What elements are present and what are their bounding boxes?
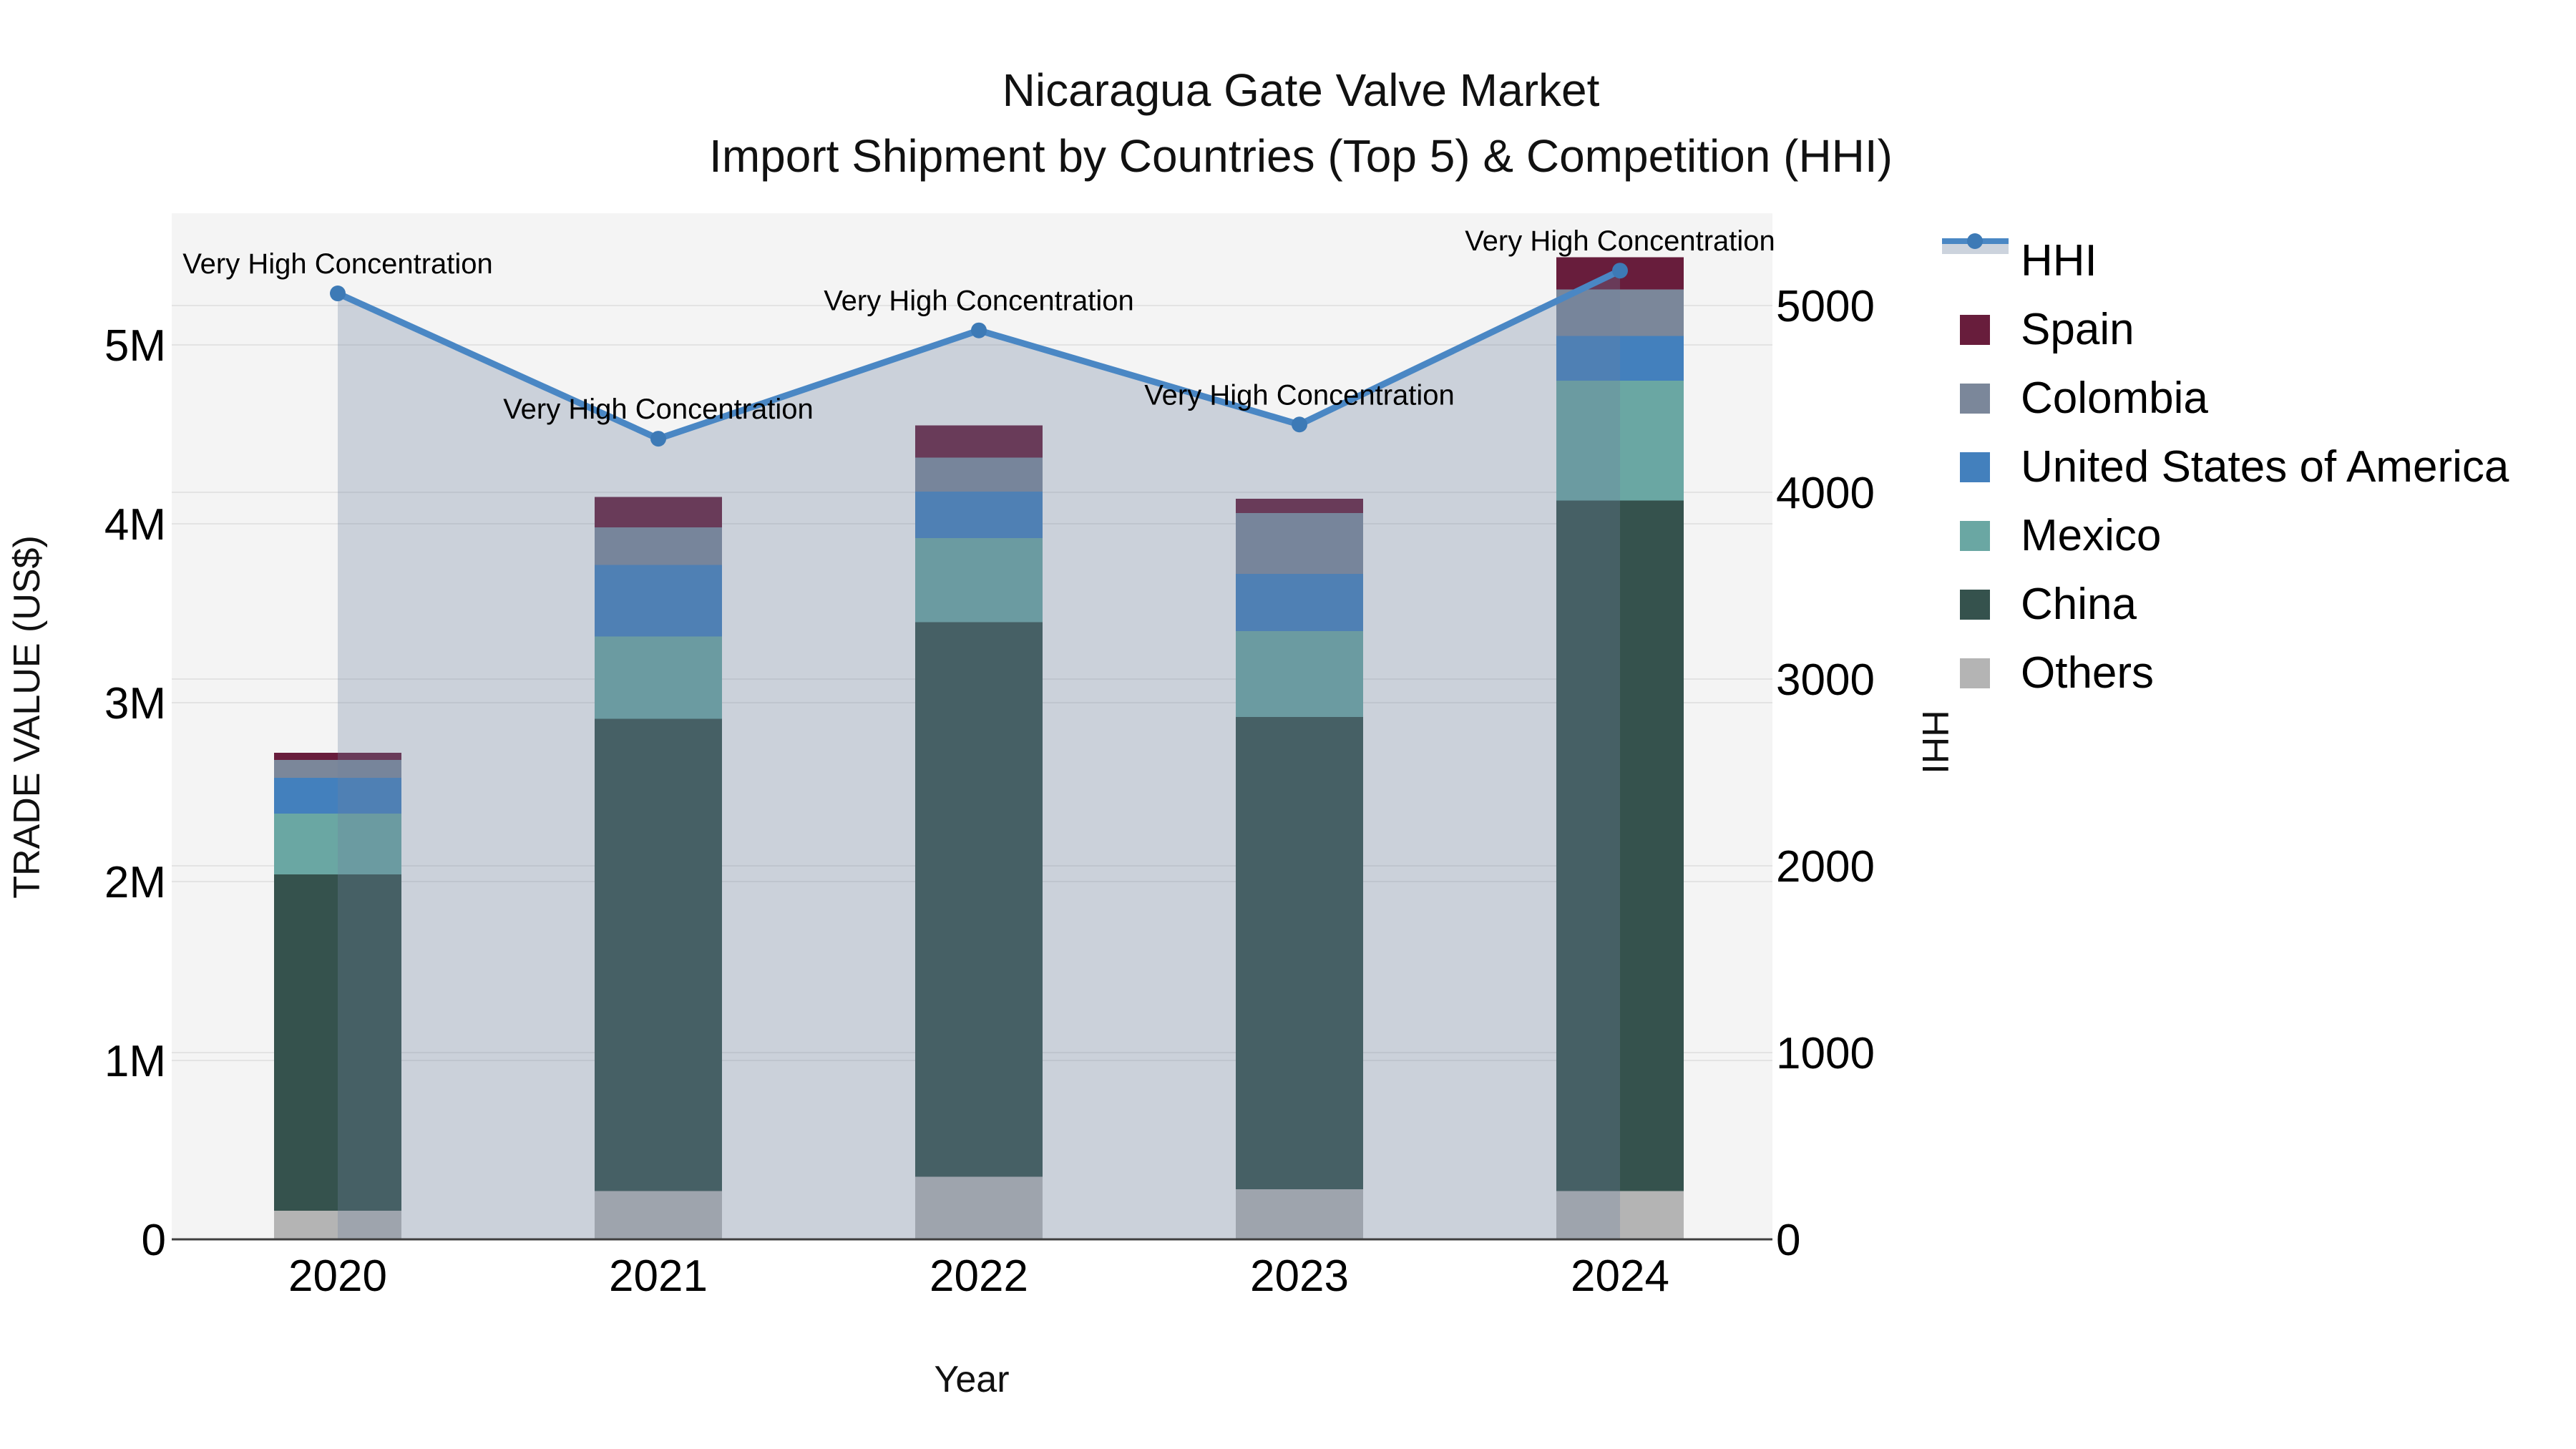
x-tick-2022: 2022 (930, 1252, 1028, 1301)
annotation-2021: Very High Concentration (503, 394, 814, 425)
legend-label: HHI (2021, 236, 2097, 286)
bar-segment-spain-2020 (274, 753, 401, 760)
bar-segment-united-states-of-america-2024 (1556, 336, 1684, 381)
right-tick-4000: 4000 (1776, 469, 1875, 518)
bar-segment-others-2021 (595, 1191, 722, 1239)
bar-segment-mexico-2024 (1556, 381, 1684, 501)
right-tick-5000: 5000 (1776, 282, 1875, 331)
hhi-marker-2020 (330, 286, 346, 302)
legend-label: Colombia (2021, 374, 2208, 423)
bar-segment-spain-2021 (595, 497, 722, 527)
annotation-2022: Very High Concentration (824, 286, 1134, 317)
bar-segment-united-states-of-america-2020 (274, 778, 401, 814)
swatch (1960, 590, 1990, 620)
bar-segment-mexico-2021 (595, 636, 722, 719)
color-swatch-icon-united-states-of-america (1942, 452, 2009, 482)
color-swatch-icon-colombia (1942, 384, 2009, 414)
hhi-marker-2024 (1612, 263, 1628, 279)
bar-segment-china-2023 (1236, 717, 1363, 1189)
left-tick-2M: 2M (104, 858, 166, 907)
hhi-area-fill (338, 270, 1620, 1239)
bar-segment-mexico-2022 (915, 538, 1043, 623)
color-swatch-icon-spain (1942, 315, 2009, 345)
legend-label: China (2021, 580, 2137, 629)
swatch (1960, 315, 1990, 345)
y-axis-label-right: HHI (1914, 710, 1956, 774)
bar-segment-others-2022 (915, 1176, 1043, 1239)
legend: HHI Spain Colombia United States of America… (1942, 227, 2509, 708)
swatch (1960, 658, 1990, 688)
legend-item-united-states-of-america: United States of America (1942, 433, 2509, 502)
bar-segment-colombia-2023 (1236, 513, 1363, 574)
right-tick-2000: 2000 (1776, 842, 1875, 892)
bar-segment-others-2020 (274, 1211, 401, 1239)
bar-segment-china-2024 (1556, 500, 1684, 1191)
bar-segment-united-states-of-america-2022 (915, 492, 1043, 538)
bar-segment-china-2021 (595, 718, 722, 1191)
left-tick-3M: 3M (104, 679, 166, 728)
bar-segment-others-2023 (1236, 1189, 1363, 1239)
left-tick-4M: 4M (104, 500, 166, 550)
bar-segment-china-2020 (274, 874, 401, 1211)
swatch (1960, 521, 1990, 551)
bar-segment-mexico-2023 (1236, 631, 1363, 717)
hhi-marker-2023 (1292, 416, 1307, 433)
legend-label: United States of America (2021, 442, 2509, 492)
right-tick-1000: 1000 (1776, 1029, 1875, 1078)
left-tick-1M: 1M (104, 1037, 166, 1086)
bar-segment-others-2024 (1556, 1191, 1684, 1239)
y-axis-label-left: TRADE VALUE (US$) (6, 535, 48, 899)
hhi-marker-2022 (971, 322, 987, 338)
bar-segment-china-2022 (915, 622, 1043, 1177)
left-tick-5M: 5M (104, 321, 166, 371)
bar-segment-colombia-2021 (595, 527, 722, 565)
color-swatch-icon-mexico (1942, 521, 2009, 551)
left-tick-0: 0 (142, 1216, 166, 1265)
bar-segment-colombia-2024 (1556, 289, 1684, 336)
right-tick-3000: 3000 (1776, 655, 1875, 705)
chart-title-line1: Nicaragua Gate Valve Market (1002, 64, 1600, 116)
x-tick-2024: 2024 (1571, 1252, 1669, 1301)
color-swatch-icon-others (1942, 658, 2009, 688)
legend-item-mexico: Mexico (1942, 502, 2509, 570)
annotation-2020: Very High Concentration (182, 248, 493, 280)
legend-label: Spain (2021, 305, 2135, 354)
bar-segment-mexico-2020 (274, 814, 401, 874)
chart-title-line2: Import Shipment by Countries (Top 5) & C… (709, 130, 1893, 182)
legend-label: Mexico (2021, 511, 2162, 560)
color-swatch-icon-china (1942, 590, 2009, 620)
bar-segment-united-states-of-america-2023 (1236, 574, 1363, 631)
legend-item-hhi: HHI (1942, 227, 2509, 296)
legend-item-others: Others (1942, 639, 2509, 708)
legend-item-spain: Spain (1942, 296, 2509, 364)
x-tick-2020: 2020 (288, 1252, 387, 1301)
annotation-2024: Very High Concentration (1465, 225, 1775, 257)
bar-segment-spain-2023 (1236, 499, 1363, 513)
bar-segment-colombia-2022 (915, 457, 1043, 492)
bar-segment-spain-2022 (915, 425, 1043, 458)
legend-label: Others (2021, 648, 2155, 698)
x-axis-label: Year (934, 1359, 1010, 1400)
annotation-2023: Very High Concentration (1144, 379, 1455, 411)
right-tick-0: 0 (1776, 1216, 1800, 1265)
legend-item-colombia: Colombia (1942, 364, 2509, 433)
hhi-marker-2021 (650, 431, 666, 447)
x-tick-2021: 2021 (609, 1252, 708, 1301)
swatch (1960, 452, 1990, 482)
bar-segment-united-states-of-america-2021 (595, 565, 722, 637)
swatch (1960, 384, 1990, 414)
legend-item-china: China (1942, 570, 2509, 639)
bar-segment-colombia-2020 (274, 760, 401, 778)
x-tick-2023: 2023 (1250, 1252, 1349, 1301)
